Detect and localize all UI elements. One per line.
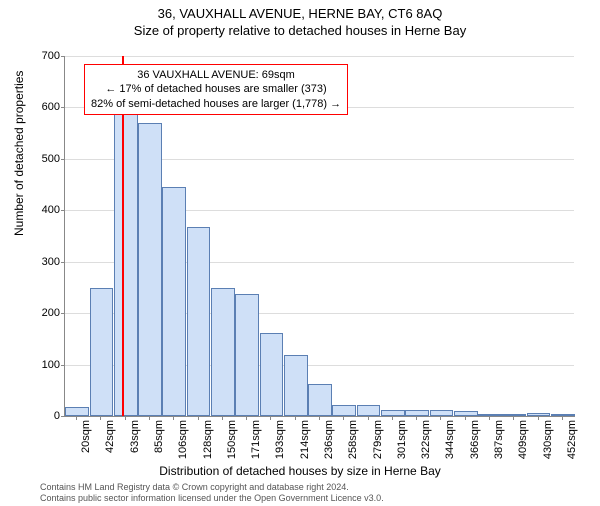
xtick-mark (513, 416, 514, 420)
chart-area: 36 VAUXHALL AVENUE: 69sqm← 17% of detach… (64, 56, 574, 416)
annotation-line: ← 17% of detached houses are smaller (37… (91, 82, 341, 96)
ytick-mark (61, 107, 65, 108)
xtick-mark (368, 416, 369, 420)
xtick-label: 150sqm (226, 420, 238, 459)
xtick-label: 322sqm (420, 420, 432, 459)
xtick-mark (295, 416, 296, 420)
ytick-mark (61, 210, 65, 211)
xtick-label: 193sqm (274, 420, 286, 459)
xtick-mark (222, 416, 223, 420)
ytick-label: 700 (30, 50, 60, 62)
xtick-mark (392, 416, 393, 420)
xtick-mark (343, 416, 344, 420)
ytick-label: 200 (30, 307, 60, 319)
bar (235, 294, 259, 416)
xtick-label: 214sqm (299, 420, 311, 459)
xtick-label: 409sqm (517, 420, 529, 459)
footer-line-2: Contains public sector information licen… (40, 493, 384, 504)
bar (187, 227, 211, 416)
bar (284, 355, 308, 416)
ytick-mark (61, 159, 65, 160)
xtick-mark (319, 416, 320, 420)
xtick-label: 42sqm (104, 420, 116, 453)
xtick-label: 430sqm (542, 420, 554, 459)
ytick-label: 500 (30, 153, 60, 165)
xtick-label: 452sqm (566, 420, 578, 459)
bar (454, 411, 478, 416)
bar (357, 405, 381, 416)
xtick-label: 20sqm (80, 420, 92, 453)
xtick-mark (125, 416, 126, 420)
bar (551, 414, 575, 416)
xtick-label: 279sqm (372, 420, 384, 459)
bar (162, 187, 186, 416)
ytick-mark (61, 416, 65, 417)
xtick-label: 106sqm (177, 420, 189, 459)
ytick-mark (61, 313, 65, 314)
xtick-label: 128sqm (202, 420, 214, 459)
xtick-mark (76, 416, 77, 420)
xtick-mark (538, 416, 539, 420)
bar (211, 288, 235, 416)
xtick-mark (489, 416, 490, 420)
xtick-mark (440, 416, 441, 420)
annotation-line: 82% of semi-detached houses are larger (… (91, 97, 341, 111)
xtick-label: 171sqm (250, 420, 262, 459)
y-axis-label: Number of detached properties (12, 71, 26, 236)
xtick-mark (270, 416, 271, 420)
bar (260, 333, 284, 416)
xtick-mark (416, 416, 417, 420)
xtick-label: 301sqm (396, 420, 408, 459)
xtick-mark (465, 416, 466, 420)
bar (90, 288, 114, 416)
x-axis-label: Distribution of detached houses by size … (0, 464, 600, 478)
xtick-mark (149, 416, 150, 420)
annotation-box: 36 VAUXHALL AVENUE: 69sqm← 17% of detach… (84, 64, 348, 115)
xtick-label: 366sqm (469, 420, 481, 459)
xtick-label: 236sqm (323, 420, 335, 459)
xtick-label: 63sqm (129, 420, 141, 453)
xtick-label: 344sqm (444, 420, 456, 459)
xtick-mark (173, 416, 174, 420)
xtick-label: 387sqm (493, 420, 505, 459)
footer: Contains HM Land Registry data © Crown c… (40, 482, 384, 504)
title-sub: Size of property relative to detached ho… (0, 23, 600, 38)
xtick-label: 258sqm (347, 420, 359, 459)
bar (138, 123, 162, 416)
bar (65, 407, 89, 416)
xtick-mark (100, 416, 101, 420)
ytick-label: 300 (30, 256, 60, 268)
xtick-mark (198, 416, 199, 420)
xtick-label: 85sqm (153, 420, 165, 453)
chart-container: 36, VAUXHALL AVENUE, HERNE BAY, CT6 8AQ … (0, 6, 600, 506)
ytick-label: 400 (30, 204, 60, 216)
bar (308, 384, 332, 416)
bar (114, 97, 138, 416)
ytick-label: 600 (30, 101, 60, 113)
footer-line-1: Contains HM Land Registry data © Crown c… (40, 482, 384, 493)
xtick-mark (246, 416, 247, 420)
bar (332, 405, 356, 416)
title-main: 36, VAUXHALL AVENUE, HERNE BAY, CT6 8AQ (0, 6, 600, 21)
bar (381, 410, 405, 416)
ytick-mark (61, 262, 65, 263)
annotation-line: 36 VAUXHALL AVENUE: 69sqm (91, 68, 341, 82)
ytick-label: 0 (30, 410, 60, 422)
ytick-mark (61, 56, 65, 57)
ytick-mark (61, 365, 65, 366)
ytick-label: 100 (30, 359, 60, 371)
xtick-mark (562, 416, 563, 420)
